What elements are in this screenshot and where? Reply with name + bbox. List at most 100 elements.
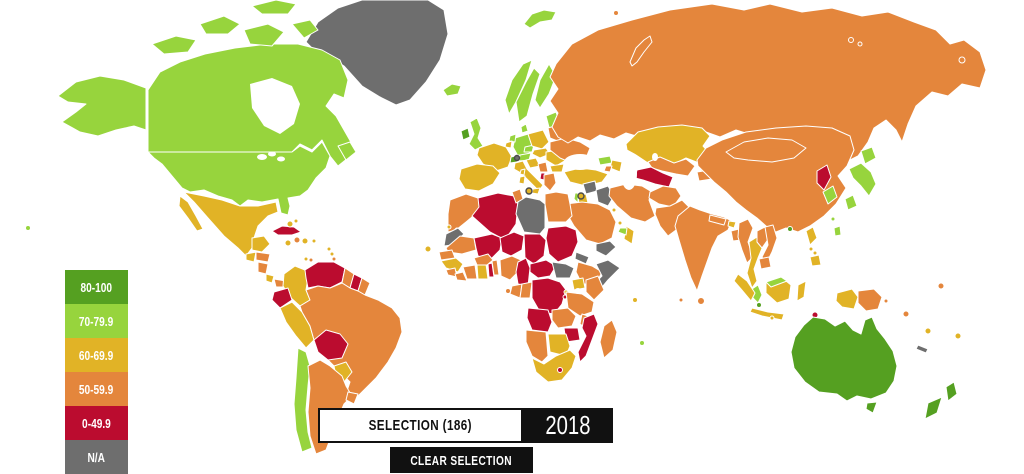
region-barbados[interactable] — [331, 256, 337, 262]
region-iberia[interactable] — [458, 163, 501, 192]
region-maldives[interactable] — [678, 297, 684, 303]
region-benin[interactable] — [491, 259, 500, 276]
region-lesotho[interactable] — [557, 367, 563, 373]
region-canada-arctic[interactable] — [251, 0, 297, 15]
region-arctic-islet[interactable] — [848, 37, 854, 43]
region-belgium[interactable] — [504, 140, 513, 149]
region-russia[interactable] — [549, 3, 987, 163]
region-cape-verde[interactable] — [424, 245, 432, 253]
region-alaska[interactable] — [57, 75, 147, 137]
region-west-papua[interactable] — [835, 288, 859, 310]
region-haiti[interactable] — [293, 236, 301, 244]
region-japan[interactable] — [848, 162, 877, 197]
region-nicaragua[interactable] — [257, 261, 269, 275]
region-mali[interactable] — [473, 233, 503, 261]
region-congo[interactable] — [519, 281, 533, 299]
region-czechia[interactable] — [523, 144, 535, 153]
region-aruba[interactable] — [303, 256, 309, 262]
region-novaya-zemlya[interactable] — [629, 35, 653, 67]
region-okinawa[interactable] — [830, 216, 836, 222]
region-bhutan[interactable] — [727, 220, 737, 229]
region-poland[interactable] — [527, 129, 550, 150]
region-tasmania[interactable] — [865, 401, 878, 414]
region-hawaii[interactable] — [25, 225, 31, 231]
region-sweden[interactable] — [515, 67, 541, 123]
region-new-caledonia[interactable] — [915, 344, 929, 354]
region-yemen[interactable] — [595, 240, 617, 257]
region-ecuador[interactable] — [271, 287, 293, 309]
region-philippines[interactable] — [812, 250, 818, 256]
region-ivory-coast[interactable] — [462, 264, 478, 280]
region-wrangel-island[interactable] — [958, 56, 966, 64]
region-canada-arctic[interactable] — [151, 35, 197, 55]
region-franz-josef[interactable] — [613, 10, 619, 16]
region-libya[interactable] — [515, 196, 546, 235]
region-sicily[interactable] — [531, 187, 541, 195]
region-uae[interactable] — [617, 227, 628, 236]
region-bolivia[interactable] — [313, 329, 349, 361]
region-papua-new-guinea[interactable] — [857, 288, 883, 312]
region-svalbard[interactable] — [523, 9, 557, 29]
year-selector[interactable]: 2018 — [523, 408, 613, 443]
region-costa-rica[interactable] — [265, 273, 275, 284]
region-yucatan[interactable] — [251, 235, 271, 253]
region-usa[interactable] — [147, 141, 331, 216]
region-honduras[interactable] — [255, 251, 271, 263]
region-france[interactable] — [476, 142, 513, 172]
region-norway[interactable] — [504, 59, 533, 115]
region-mauritius[interactable] — [639, 340, 645, 346]
region-bahamas[interactable] — [293, 218, 299, 224]
region-solomon-islands[interactable] — [902, 310, 910, 318]
region-puerto-rico[interactable] — [311, 238, 317, 244]
region-java[interactable] — [749, 307, 785, 321]
region-hong-kong[interactable] — [787, 226, 793, 232]
region-guinea[interactable] — [440, 257, 464, 273]
region-cuba[interactable] — [271, 225, 302, 236]
region-japan[interactable] — [860, 146, 877, 165]
region-mozambique[interactable] — [577, 313, 599, 363]
region-sardinia[interactable] — [518, 175, 526, 185]
region-dominican-republic[interactable] — [301, 237, 309, 245]
region-mexico[interactable] — [183, 191, 279, 257]
region-micronesia[interactable] — [937, 282, 945, 290]
region-kenya[interactable] — [585, 275, 605, 301]
region-sudan[interactable] — [545, 225, 579, 263]
region-egypt[interactable] — [544, 191, 573, 223]
region-uruguay[interactable] — [345, 391, 359, 405]
region-madagascar[interactable] — [599, 319, 618, 359]
region-malaysia-borneo[interactable] — [765, 276, 788, 288]
region-ireland[interactable] — [460, 127, 471, 141]
selection-dropdown[interactable]: SELECTION (186) — [318, 408, 523, 443]
region-netherlands[interactable] — [508, 133, 517, 143]
region-iceland[interactable] — [442, 83, 462, 97]
region-lesser-antilles[interactable] — [329, 251, 335, 257]
region-lesser-antilles[interactable] — [326, 246, 332, 252]
region-curacao[interactable] — [308, 257, 314, 263]
region-south-sudan[interactable] — [551, 261, 575, 279]
region-cambodia[interactable] — [758, 256, 772, 270]
region-uganda[interactable] — [571, 277, 586, 291]
region-burkina-faso[interactable] — [473, 253, 494, 266]
region-georgia[interactable] — [597, 155, 613, 166]
region-greece[interactable] — [543, 172, 557, 192]
region-newfoundland[interactable] — [337, 141, 357, 161]
region-eritrea[interactable] — [574, 251, 590, 265]
region-central-african-republic[interactable] — [529, 259, 557, 279]
region-new-britain[interactable] — [883, 298, 889, 304]
region-nepal[interactable] — [708, 214, 727, 226]
region-vanuatu[interactable] — [954, 332, 962, 340]
region-niger[interactable] — [499, 231, 525, 257]
region-philippines[interactable] — [809, 254, 822, 267]
region-sri-lanka[interactable] — [697, 297, 705, 305]
region-india[interactable] — [674, 205, 733, 292]
region-arctic-islet[interactable] — [857, 41, 863, 47]
region-canada-arctic[interactable] — [199, 15, 241, 35]
region-malta[interactable] — [525, 187, 533, 195]
region-liberia[interactable] — [454, 271, 468, 282]
region-seychelles[interactable] — [632, 297, 638, 303]
region-sulawesi[interactable] — [796, 280, 807, 302]
region-bulgaria[interactable] — [549, 163, 565, 173]
region-fiji[interactable] — [924, 327, 932, 335]
region-north-korea[interactable] — [816, 164, 832, 191]
region-kuwait[interactable] — [611, 207, 617, 213]
